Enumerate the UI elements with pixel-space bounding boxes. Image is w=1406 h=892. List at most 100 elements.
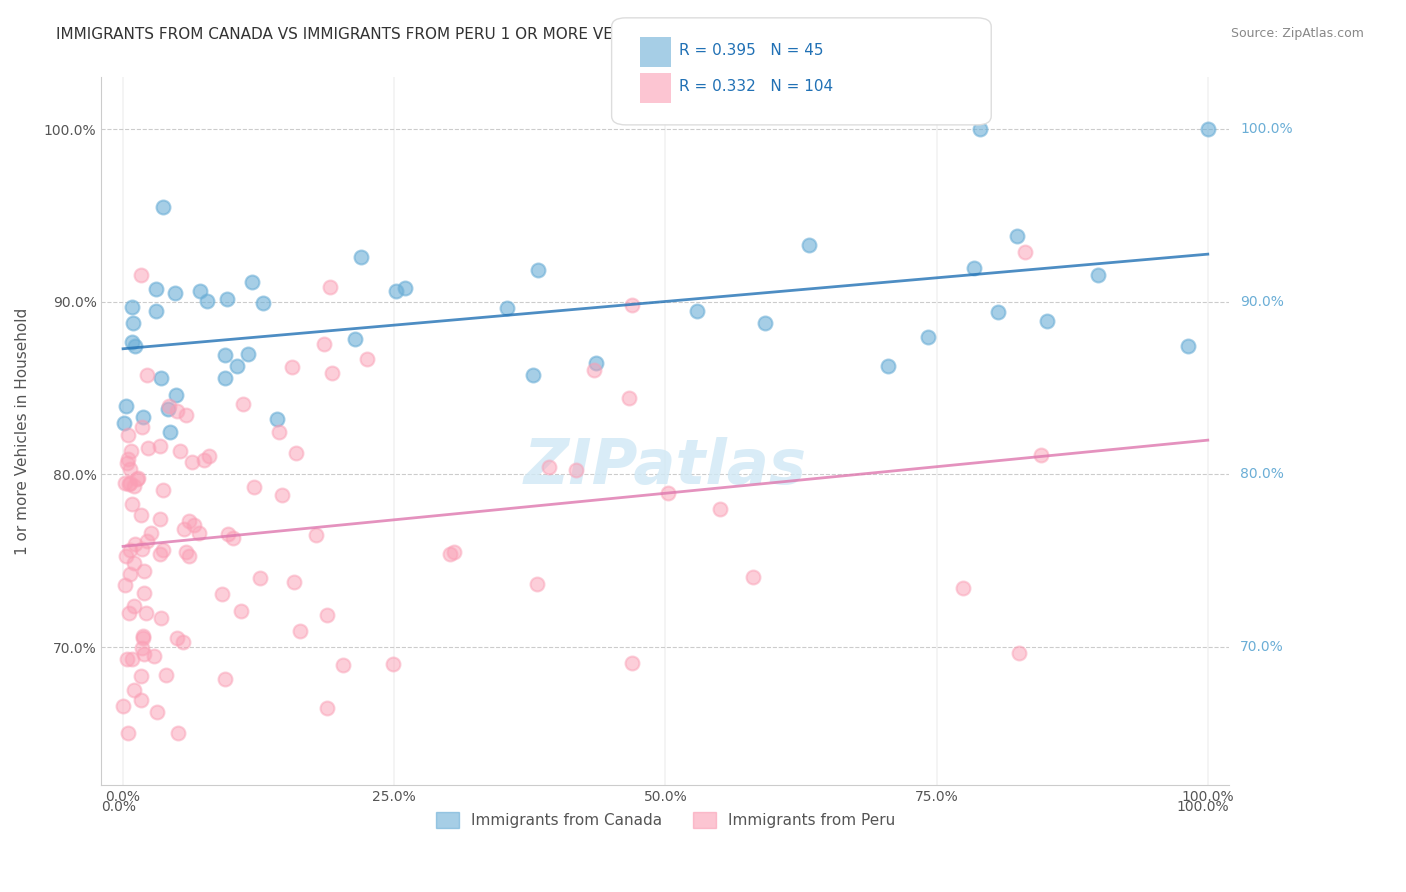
Point [117,726,139,740]
Text: 90.0%: 90.0% [1240,295,1284,309]
Point [195,293,218,308]
Point [169,444,191,458]
Point [952,581,974,595]
Point [214,673,236,687]
Point [252,296,274,310]
Point [917,330,939,344]
Point [188,284,211,298]
Point [288,624,311,638]
Point [356,351,378,366]
Point [526,576,548,591]
Point [283,574,305,589]
Point [439,547,461,561]
Text: R = 0.332   N = 104: R = 0.332 N = 104 [679,79,834,94]
Point [877,359,900,374]
Point [131,641,153,656]
Point [114,476,136,491]
Point [267,425,290,440]
Point [181,455,204,469]
Point [148,512,170,526]
Point [281,360,304,375]
Point [136,441,159,455]
Text: IMMIGRANTS FROM CANADA VS IMMIGRANTS FROM PERU 1 OR MORE VEHICLES IN HOUSEHOLD C: IMMIGRANTS FROM CANADA VS IMMIGRANTS FRO… [56,27,962,42]
Point [120,566,142,581]
Point [211,587,233,601]
Point [132,647,155,661]
Point [124,537,146,551]
Point [183,518,205,533]
Point [167,726,190,740]
Point [963,261,986,276]
Point [226,359,249,373]
Point [266,412,288,426]
Point [134,586,156,600]
Point [754,316,776,330]
Point [1177,339,1199,353]
Point [214,348,236,362]
Point [129,668,152,682]
Point [155,667,177,681]
Point [394,281,416,295]
Point [118,543,141,558]
Point [193,453,215,467]
Point [174,408,197,422]
Point [129,693,152,707]
Point [350,250,373,264]
Point [136,368,159,382]
Point [565,463,588,477]
Point [139,526,162,541]
Point [231,604,253,618]
Point [214,371,236,385]
Point [129,268,152,283]
Point [121,300,143,314]
Point [620,656,643,670]
Point [987,304,1010,318]
Point [243,480,266,494]
Point [198,449,221,463]
Text: R = 0.395   N = 45: R = 0.395 N = 45 [679,44,824,58]
Point [114,549,136,563]
Point [118,462,141,476]
Point [157,401,180,416]
Point [122,316,145,330]
Point [115,456,138,470]
Point [120,444,142,458]
Point [969,122,991,136]
Point [149,547,172,561]
Point [163,285,186,300]
Point [174,545,197,559]
Legend: Immigrants from Canada, Immigrants from Peru: Immigrants from Canada, Immigrants from … [430,805,901,834]
Point [1087,268,1109,282]
Point [236,347,259,361]
Point [271,488,294,502]
Point [122,683,145,698]
Point [1197,122,1219,136]
Point [496,301,519,315]
Point [332,658,354,673]
Point [1007,228,1029,243]
Point [121,652,143,666]
Point [1029,448,1052,462]
Point [143,649,166,664]
Point [381,657,404,671]
Point [315,700,337,714]
Point [305,527,328,541]
Point [124,339,146,353]
Point [249,571,271,585]
Point [1008,646,1031,660]
Point [149,611,172,625]
Point [132,564,155,578]
Point [152,543,174,558]
Point [115,399,138,413]
Point [149,438,172,452]
Text: 0.0%: 0.0% [101,800,136,814]
Text: 70.0%: 70.0% [1240,640,1284,654]
Point [166,404,188,418]
Point [1014,245,1036,260]
Point [1036,314,1059,328]
Point [132,629,155,643]
Point [165,388,187,402]
Point [621,298,644,312]
Point [217,527,239,541]
Point [312,337,335,351]
